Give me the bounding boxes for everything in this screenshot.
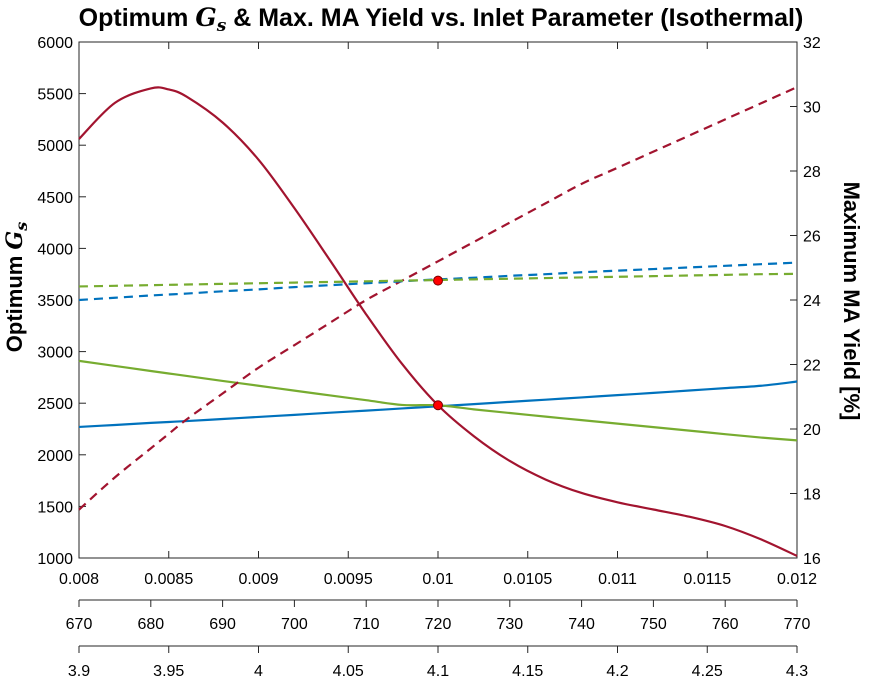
y-axis-right-label: Maximum MA Yield [%]	[839, 182, 864, 421]
chart-title-suffix: & Max. MA Yield vs. Inlet Parameter (Iso…	[226, 4, 803, 32]
y-right-tick-label: 16	[803, 551, 821, 568]
x-axis-1-tick-label: 0.0085	[144, 571, 193, 588]
x-axis-1-tick-label: 0.008	[59, 571, 99, 588]
x-axis-3-tick-label: 4.15	[512, 663, 543, 680]
x-axis-2-tick-label: 740	[568, 616, 595, 633]
chart-title-prefix: Optimum	[79, 4, 196, 32]
y-left-tick-label: 4500	[37, 190, 73, 207]
y-left-tick-label: 3500	[37, 293, 73, 310]
x-axis-2-tick-label: 760	[712, 616, 739, 633]
x-axis-3-tick-label: 4.2	[606, 663, 628, 680]
x-axis-3-tick-label: 4.05	[333, 663, 364, 680]
y-right-tick-label: 28	[803, 164, 821, 181]
x-axis-2-tick-label: 690	[209, 616, 236, 633]
y-axis-left-label-subscript: s	[12, 222, 31, 232]
y-left-tick-label: 5000	[37, 138, 73, 155]
y-left-tick-label: 6000	[37, 35, 73, 52]
series-line-3	[78, 359, 798, 442]
x-axis-3-tick-label: 4	[254, 663, 263, 680]
y-left-tick-label: 3000	[37, 345, 73, 362]
y-left-tick-label: 5500	[37, 87, 73, 104]
plot-area: 1000 1500 2000 2500 3000 3500 4000 4500 5000 5500…	[37, 35, 820, 680]
x-axis-2-tick-label: 720	[425, 616, 452, 633]
x-axis-2-tick-label: 710	[353, 616, 380, 633]
y-axis-left-label-prefix: Optimum	[2, 250, 27, 353]
x-axis-1-tick-label: 0.0105	[503, 571, 552, 588]
x-axis-1-tick-label: 0.01	[422, 571, 453, 588]
intersection-marker-1	[433, 400, 443, 411]
y-right-tick-label: 30	[803, 100, 821, 117]
x-axis-1-tick-label: 0.0115	[683, 571, 731, 588]
y-right-tick-label: 24	[803, 293, 821, 310]
y-right-tick-label: 22	[803, 358, 821, 375]
y-axis-left-label-symbol: G	[2, 231, 28, 250]
y-left-tick-label: 1500	[37, 499, 73, 516]
y-left-tick-label: 2500	[37, 396, 73, 413]
x-axis-1-tick-label: 0.011	[598, 571, 637, 588]
x-axis-2-tick-label: 680	[137, 616, 164, 633]
x-axis-2-tick-label: 700	[281, 616, 308, 633]
y-right-tick-label: 20	[803, 422, 821, 439]
y-axis-left-label: Optimum Gs	[2, 222, 31, 352]
y-right-tick-label: 32	[803, 35, 821, 52]
intersection-marker-2	[433, 275, 443, 286]
plot-frame	[78, 41, 798, 559]
x-axis-3-tick-label: 4.1	[427, 663, 449, 680]
x-axis-3-tick-label: 3.9	[68, 663, 90, 680]
x-axis-2-tick-label: 670	[66, 616, 93, 633]
y-right-tick-label: 26	[803, 229, 821, 246]
x-axis-3-tick-label: 4.3	[786, 663, 808, 680]
x-axis-2-tick-label: 750	[640, 616, 667, 633]
x-axis-3-tick-label: 4.25	[692, 663, 723, 680]
y-left-tick-label: 1000	[37, 551, 73, 568]
y-right-tick-label: 18	[803, 487, 821, 504]
x-axis-1-tick-label: 0.0095	[324, 571, 373, 588]
x-axis-1-tick-label: 0.009	[238, 571, 278, 588]
series-line-1	[78, 86, 798, 557]
chart-title-symbol: G	[195, 3, 216, 32]
series-line-6	[78, 272, 798, 288]
chart-title-subscript: s	[216, 16, 227, 36]
x-axis-3-tick-label: 3.95	[153, 663, 184, 680]
y-left-tick-label: 4000	[37, 241, 73, 258]
series-line-4	[78, 86, 798, 511]
x-axis-1-tick-label: 0.012	[777, 571, 817, 588]
chart-title: Optimum Gs & Max. MA Yield vs. Inlet Par…	[79, 3, 804, 36]
series-line-5	[78, 261, 798, 302]
x-axis-2-tick-label: 730	[496, 616, 523, 633]
y-left-tick-label: 2000	[37, 448, 73, 465]
series-line-2	[78, 380, 798, 429]
x-axis-2-tick-label: 770	[784, 616, 811, 633]
